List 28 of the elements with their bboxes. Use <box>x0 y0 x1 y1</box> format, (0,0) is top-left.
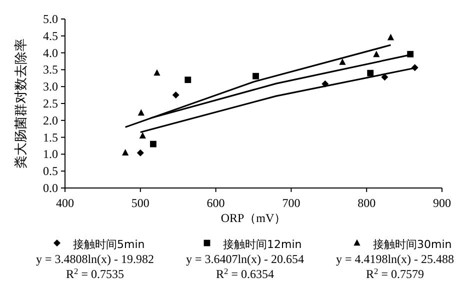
y-tick-label: 0.0 <box>43 181 58 195</box>
x-tick-label: 800 <box>358 196 376 210</box>
legend-label: 接触时间12min <box>223 238 302 251</box>
y-tick-label: 5.0 <box>43 12 58 26</box>
y-tick-label: 4.5 <box>43 28 58 43</box>
x-tick-label: 400 <box>56 196 74 210</box>
text: R$^{2}$ = 0.6354 <box>216 266 274 281</box>
x-tick-label: 600 <box>206 196 225 210</box>
x-axis-title: ORP（mV） <box>220 211 286 225</box>
text: R$^{2}$ = 0.7579 <box>366 266 424 281</box>
legend-label: 接触时间30min <box>373 238 452 251</box>
text: y = 4.4198ln(x) - 25.488 <box>336 252 454 266</box>
text: y = 3.4808ln(x) - 19.982 <box>36 252 154 266</box>
y-tick-label: 1.0 <box>43 147 58 162</box>
x-tick-label: 900 <box>433 196 451 210</box>
legend-label: 接触时间5min <box>73 238 145 251</box>
y-tick-label: 3.0 <box>43 80 58 94</box>
x-tick-label: 500 <box>131 196 150 210</box>
y-tick-label: 1.5 <box>43 130 58 144</box>
text: y = 3.6407ln(x) - 20.654 <box>186 252 304 266</box>
y-tick-label: 4.0 <box>43 46 58 60</box>
y-tick-label: 2.0 <box>43 113 58 128</box>
y-axis-title: 粪大肠菌群对数去除率 <box>13 38 29 168</box>
x-tick-label: 700 <box>282 196 300 210</box>
y-tick-label: 0.5 <box>43 164 58 178</box>
text: R$^{2}$ = 0.7535 <box>66 266 124 281</box>
y-tick-label: 3.5 <box>43 62 58 77</box>
y-tick-label: 2.5 <box>43 96 58 110</box>
